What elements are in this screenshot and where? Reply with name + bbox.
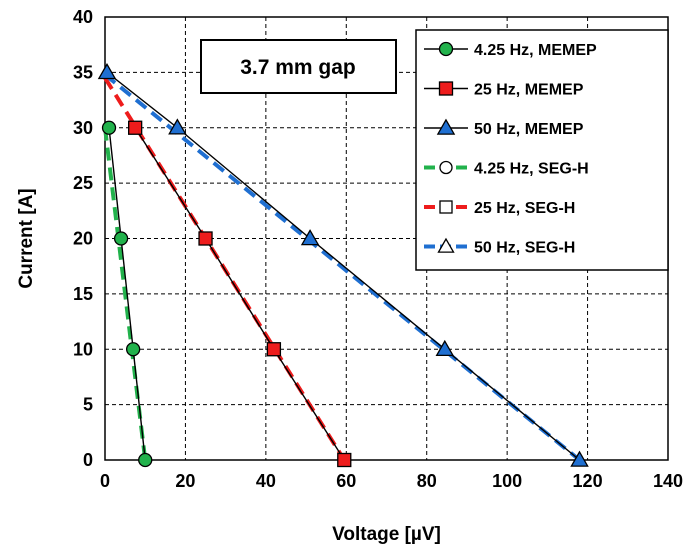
y-tick-label: 30	[73, 118, 93, 138]
x-tick-label: 40	[256, 471, 276, 491]
legend-box	[415, 29, 669, 271]
data-point	[97, 62, 117, 80]
y-tick-label: 10	[73, 339, 93, 359]
tick-labels: 0 20 40 60 80 100 120 140 0 5 10 15 20 25 30 35 40	[73, 7, 683, 491]
data-point	[168, 118, 187, 135]
x-tick-label: 80	[417, 471, 437, 491]
data-point	[198, 231, 213, 246]
legend-label: 4.25 Hz, SEG-H	[474, 161, 589, 178]
legend-entry: 25 Hz, SEG-H	[424, 200, 575, 217]
legend-marker	[439, 160, 453, 175]
data-point	[337, 452, 352, 468]
series-layer	[97, 62, 589, 468]
data-point	[266, 342, 282, 357]
x-tick-label: 0	[100, 471, 110, 491]
legend-entry: 25 Hz, MEMEP	[424, 81, 584, 99]
legend-label: 50 Hz, SEG-H	[474, 240, 575, 257]
x-axis-title: Voltage [µV]	[332, 524, 441, 545]
y-tick-label: 5	[83, 395, 93, 415]
y-tick-label: 25	[73, 173, 93, 193]
legend-marker	[437, 237, 455, 253]
data-point	[125, 342, 141, 357]
data-point	[138, 452, 153, 468]
y-tick-label: 15	[73, 284, 93, 304]
data-point	[113, 231, 129, 246]
y-tick-label: 20	[73, 229, 93, 249]
legend-label: 4.25 Hz, MEMEP	[474, 42, 597, 59]
legend-marker	[438, 41, 454, 57]
legend-marker	[439, 200, 453, 214]
gap-annotation-text: 3.7 mm gap	[240, 56, 356, 79]
gap-annotation: 3.7 mm gap	[200, 39, 397, 94]
x-tick-label: 120	[573, 471, 603, 491]
legend-label: 25 Hz, SEG-H	[474, 200, 575, 217]
y-tick-label: 0	[83, 450, 93, 470]
x-tick-label: 20	[175, 471, 195, 491]
legend-label: 25 Hz, MEMEP	[474, 82, 584, 99]
gap-annotation-box	[200, 39, 397, 94]
data-point	[435, 339, 455, 356]
series-memep-0	[101, 120, 153, 468]
data-point	[128, 120, 143, 135]
legend-label: 50 Hz, MEMEP	[474, 121, 584, 138]
y-axis-title: Current [A]	[16, 188, 37, 288]
data-point	[101, 120, 117, 135]
x-tick-label: 60	[336, 471, 356, 491]
series-line	[103, 127, 148, 461]
legend-marker	[436, 118, 456, 135]
series-memep-1	[128, 120, 352, 468]
y-tick-label: 35	[73, 62, 93, 82]
data-point	[300, 229, 320, 246]
series-memep-2	[97, 62, 589, 467]
x-tick-label: 140	[653, 471, 683, 491]
legend-entry: 50 Hz, MEMEP	[424, 118, 584, 138]
legend: 4.25 Hz, MEMEP 25 Hz, MEMEP 50 Hz, MEMEP 4.…	[415, 29, 669, 271]
legend-entry: 4.25 Hz, MEMEP	[424, 41, 597, 59]
x-tick-label: 100	[492, 471, 522, 491]
y-tick-label: 40	[73, 7, 93, 27]
series-line	[134, 127, 345, 461]
data-point	[570, 450, 589, 467]
series-line	[108, 127, 146, 461]
legend-marker	[438, 81, 454, 96]
legend-entry: 4.25 Hz, SEG-H	[424, 161, 589, 178]
series-seg-h-0	[103, 127, 148, 461]
legend-entry: 50 Hz, SEG-H	[424, 237, 575, 257]
